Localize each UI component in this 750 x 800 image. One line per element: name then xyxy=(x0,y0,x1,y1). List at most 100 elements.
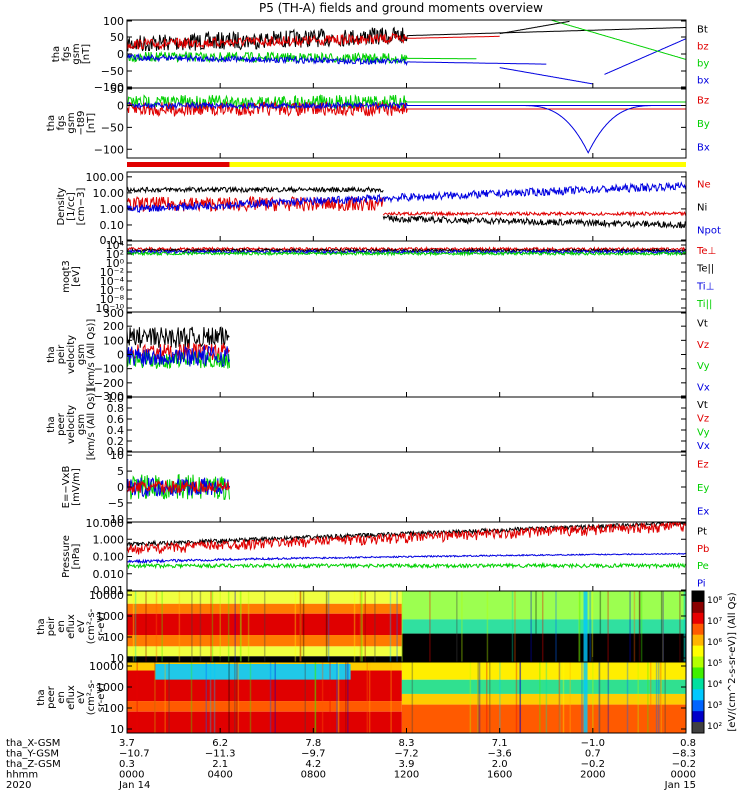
series-ni-2 xyxy=(382,214,686,229)
x-tick-label: 0.7 xyxy=(585,749,601,760)
spectrogram-column xyxy=(136,662,138,733)
spectrogram-column xyxy=(161,591,163,662)
spectrogram-column xyxy=(390,662,392,733)
y-tick-label: 0.001 xyxy=(93,584,125,597)
spectrogram-column xyxy=(213,662,216,733)
y-axis-label: peer xyxy=(56,412,67,436)
x-row-label: tha_Y-GSM xyxy=(6,749,59,760)
colorbar-swatch xyxy=(692,678,704,690)
y-tick-label: −10 xyxy=(101,513,124,526)
spectrogram-column xyxy=(658,662,660,733)
plot-area-peer_spectrogram xyxy=(127,662,686,733)
spectrogram-column xyxy=(329,662,331,733)
y-tick-label: 100 xyxy=(103,631,124,644)
panel-peir_spectrogram: 10000 1000 100 10 tha peir en eflux eV (cm²-s-sr-… xyxy=(36,589,687,665)
spectrogram-column xyxy=(345,662,347,733)
panel-efield: 10 5 0 −5 −10 E=−VxB [mV/m] Ez Ey Ex xyxy=(61,449,709,526)
x-tick-label: −0.2 xyxy=(672,759,696,770)
spectrogram-column xyxy=(368,662,371,733)
y-axis-label: [km/s (All Qs)] xyxy=(86,319,97,391)
y-tick-label: 10.000 xyxy=(86,517,125,530)
legend-Ne: Ne xyxy=(697,180,711,191)
spectrogram-column xyxy=(489,662,491,733)
spectrogram-column xyxy=(210,591,212,662)
colorbar-swatch xyxy=(692,623,704,636)
x-tick-label: −1.0 xyxy=(581,738,605,749)
series-ne xyxy=(127,195,384,213)
y-tick-label: 10⁴ xyxy=(106,239,125,252)
legend-Ti⊥: Ti⊥ xyxy=(696,281,714,292)
spectrogram-column xyxy=(237,662,240,733)
plot-area-density xyxy=(127,181,686,229)
legend-Ey: Ey xyxy=(697,483,709,494)
spectrogram-column xyxy=(638,591,641,662)
spectrogram-column xyxy=(396,591,398,662)
y-axis-label: Density xyxy=(56,187,67,225)
spectrogram-column xyxy=(530,591,532,662)
spectrogram-column xyxy=(578,591,581,662)
colorbar-swatch xyxy=(692,645,704,658)
y-tick-label: 10⁻⁶ xyxy=(100,284,125,297)
spectrogram-column xyxy=(499,662,501,733)
spectrogram-column xyxy=(589,591,591,662)
y-tick-label: −100 xyxy=(94,81,124,94)
spectrogram-column xyxy=(583,591,588,662)
spectrogram-column xyxy=(239,591,242,662)
x-tick-label: −9.7 xyxy=(301,749,325,760)
y-tick-label: 10000 xyxy=(89,660,124,673)
x-tick-label: 2000 xyxy=(580,770,605,781)
y-tick-label: 300 xyxy=(103,307,124,320)
spectrogram-column xyxy=(429,591,431,662)
y-axis-label: tha xyxy=(51,46,62,62)
y-tick-label: 10 xyxy=(110,652,124,665)
y-axis-label: velocity xyxy=(66,405,77,444)
series-vt xyxy=(127,326,230,349)
spectrogram-column xyxy=(684,591,686,662)
spectrogram-column xyxy=(299,591,302,662)
spectrogram-column xyxy=(629,591,631,662)
x-tick-label: Jan 15 xyxy=(664,780,696,791)
spectrogram-column xyxy=(132,591,135,662)
spectrogram-column xyxy=(558,662,561,733)
y-axis-label: [1/cc] xyxy=(66,192,77,221)
y-tick-label: 5 xyxy=(117,465,124,478)
spectrogram-band xyxy=(127,656,402,662)
series-npot xyxy=(127,181,686,214)
x-tick-label: −0.2 xyxy=(581,759,605,770)
spectrogram-column xyxy=(578,591,580,662)
y-tick-label: 10⁻⁸ xyxy=(100,293,125,306)
y-tick-label: 50 xyxy=(110,31,124,44)
spectrogram-column xyxy=(234,662,236,733)
spectrogram-column xyxy=(664,662,666,733)
spectrogram-column xyxy=(477,662,479,733)
spectrogram-column xyxy=(660,662,662,733)
y-axis-label: moqt3 xyxy=(61,260,72,293)
spectrogram-column xyxy=(583,662,588,733)
colorbar-swatch xyxy=(692,634,704,647)
legend-Vy: Vy xyxy=(697,361,710,372)
spectrogram-band xyxy=(127,635,402,647)
y-axis-label: [eV] xyxy=(71,266,82,287)
legend-Ex: Ex xyxy=(697,506,709,517)
series-vx xyxy=(127,345,230,367)
x-tick-label: 0.3 xyxy=(119,759,135,770)
spectrogram-band xyxy=(401,591,686,620)
spectrogram-column xyxy=(327,591,330,662)
x-row-label: 2020 xyxy=(6,780,31,791)
spectrogram-column xyxy=(633,591,636,662)
series-pb xyxy=(127,522,686,555)
y-tick-label: 100 xyxy=(103,702,124,715)
y-tick-label: −50 xyxy=(101,121,124,134)
legend-Vy: Vy xyxy=(697,427,710,438)
spectrogram-column xyxy=(541,591,544,662)
y-tick-label: 1000 xyxy=(96,610,124,623)
spectrogram-column xyxy=(164,662,166,733)
spectrogram-band xyxy=(401,704,686,733)
spectrogram-column xyxy=(660,662,662,733)
colorbar-frame xyxy=(691,590,705,734)
spectrogram-column xyxy=(599,591,602,662)
panel-density: 100.00 10.00 1.00 0.10 0.01 Density [1/cc] [cm−… xyxy=(56,171,721,247)
y-axis-label: velocity xyxy=(66,335,77,374)
y-tick-label: 10⁻¹⁰ xyxy=(95,302,124,315)
